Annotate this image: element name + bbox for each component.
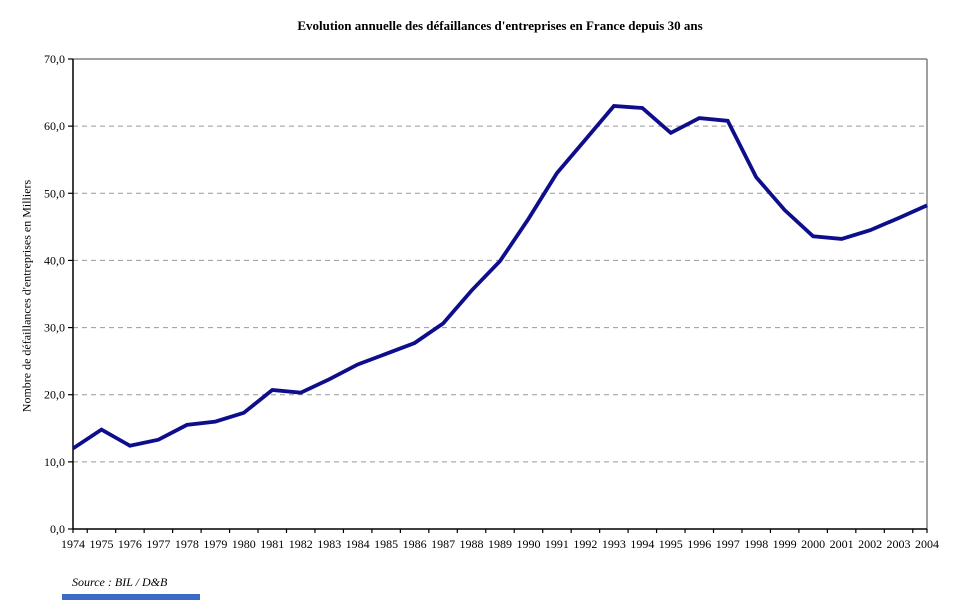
y-tick-label: 10,0 [44, 455, 65, 469]
x-tick-label: 1981 [260, 537, 284, 551]
x-tick-label: 2000 [801, 537, 825, 551]
x-tick-label: 1980 [232, 537, 256, 551]
x-tick-label: 1996 [687, 537, 711, 551]
x-tick-label: 1997 [716, 537, 740, 551]
x-tick-label: 1984 [346, 537, 370, 551]
y-tick-label: 20,0 [44, 388, 65, 402]
source-note: Source : BIL / D&B [72, 575, 168, 589]
x-tick-label: 1993 [602, 537, 626, 551]
y-tick-label: 70,0 [44, 52, 65, 66]
x-tick-label: 1976 [118, 537, 142, 551]
x-tick-label: 1982 [289, 537, 313, 551]
x-tick-label: 1977 [146, 537, 170, 551]
x-tick-label: 1988 [460, 537, 484, 551]
x-tick-label: 1998 [744, 537, 768, 551]
x-tick-label: 1995 [659, 537, 683, 551]
x-tick-label: 1994 [630, 537, 654, 551]
x-tick-label: 2001 [830, 537, 854, 551]
x-tick-label: 2002 [858, 537, 882, 551]
x-tick-label: 1974 [61, 537, 85, 551]
x-tick-label: 1991 [545, 537, 569, 551]
x-tick-label: 1978 [175, 537, 199, 551]
x-tick-label: 1990 [516, 537, 540, 551]
x-tick-label: 2004 [915, 537, 939, 551]
x-tick-label: 1989 [488, 537, 512, 551]
y-tick-label: 0,0 [50, 522, 65, 536]
x-tick-label: 2003 [887, 537, 911, 551]
x-tick-label: 1986 [403, 537, 427, 551]
y-tick-label: 30,0 [44, 321, 65, 335]
x-tick-label: 1999 [773, 537, 797, 551]
x-tick-label: 1975 [89, 537, 113, 551]
y-tick-label: 40,0 [44, 253, 65, 267]
y-tick-label: 60,0 [44, 119, 65, 133]
x-tick-label: 1985 [374, 537, 398, 551]
x-tick-label: 1979 [203, 537, 227, 551]
y-tick-label: 50,0 [44, 186, 65, 200]
data-line-defaillances [71, 104, 928, 450]
x-tick-label: 1983 [317, 537, 341, 551]
x-tick-label: 1992 [573, 537, 597, 551]
bottom-blue-bar [62, 594, 200, 600]
chart-title: Evolution annuelle des défaillances d'en… [297, 18, 703, 33]
x-tick-label: 1987 [431, 537, 455, 551]
